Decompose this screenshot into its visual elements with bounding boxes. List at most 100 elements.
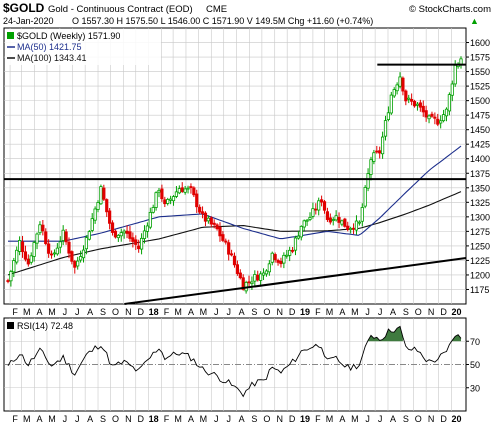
candle-down	[163, 199, 167, 205]
candle-down	[108, 210, 112, 224]
candle-up	[29, 255, 33, 263]
candle-up	[282, 254, 286, 264]
candle-down	[160, 188, 164, 200]
x-tick-label: M	[174, 307, 182, 317]
x-tick-label: S	[403, 414, 409, 424]
candle-down	[26, 258, 30, 265]
candle-up	[340, 220, 344, 225]
candle-down	[189, 186, 193, 188]
candle-up	[38, 224, 42, 234]
x-tick-label: M	[48, 307, 56, 317]
x-tick-label: J	[226, 414, 231, 424]
candle-up	[139, 237, 144, 250]
x-tick-label: J	[226, 307, 231, 317]
candle-up	[174, 191, 179, 197]
candle-up	[372, 152, 376, 162]
candle-down	[105, 199, 109, 213]
x-tick-label: N	[276, 414, 283, 424]
x-tick-label: F	[164, 414, 170, 424]
x-tick-label: S	[251, 414, 257, 424]
candle-down	[232, 255, 237, 266]
chart-symbol: $GOLD	[3, 1, 45, 15]
candle-up	[392, 89, 396, 97]
candle-down	[70, 251, 74, 262]
price-y-tick-label: 1525	[470, 82, 490, 92]
candle-down	[229, 253, 234, 256]
candle-down	[180, 187, 184, 192]
x-tick-label: J	[365, 414, 370, 424]
rsi-series	[7, 325, 462, 398]
candle-up	[441, 114, 446, 122]
candle-down	[314, 208, 318, 211]
x-tick-label: N	[276, 307, 283, 317]
candle-up	[93, 208, 97, 221]
candle-down	[320, 199, 324, 203]
price-y-tick-label: 1225	[470, 256, 490, 266]
candle-down	[412, 100, 417, 107]
candle-up	[311, 208, 315, 217]
x-tick-label: N	[428, 307, 435, 317]
candle-down	[134, 239, 138, 245]
price-legend: $GOLD (Weekly) 1571.90 MA(50) 1421.75 MA…	[5, 29, 161, 65]
candle-up	[171, 196, 176, 202]
candle-up	[253, 274, 257, 282]
candle-up	[459, 58, 463, 65]
price-y-tick-label: 1375	[470, 169, 490, 179]
candle-up	[386, 112, 391, 120]
candle-down	[195, 193, 199, 208]
x-tick-label: A	[188, 307, 194, 317]
candle-up	[122, 230, 126, 234]
price-y-tick-label: 1325	[470, 198, 490, 208]
candle-down	[41, 224, 45, 232]
x-tick-label: D	[440, 307, 447, 317]
x-tick-label: J	[75, 414, 80, 424]
x-tick-label: N	[125, 307, 132, 317]
candle-down	[23, 251, 28, 260]
candle-down	[418, 102, 422, 108]
candle-down	[221, 234, 225, 241]
x-tick-label: S	[100, 307, 106, 317]
candle-down	[6, 280, 10, 282]
candle-down	[224, 240, 228, 243]
candle-down	[322, 201, 327, 211]
x-tick-label: F	[12, 414, 18, 424]
legend-price: $GOLD (Weekly) 1571.90	[17, 31, 120, 41]
candle-down	[421, 105, 425, 113]
x-tick-label: N	[125, 414, 132, 424]
candle-up	[206, 217, 210, 222]
x-tick-label: D	[138, 307, 145, 317]
candle-up	[261, 272, 266, 276]
chart-source: © StockCharts.com	[409, 4, 491, 15]
x-tick-label: O	[415, 307, 422, 317]
candle-up	[9, 271, 13, 282]
x-tick-label: J	[378, 414, 383, 424]
candle-down	[375, 150, 379, 153]
candle-down	[113, 230, 118, 238]
candle-up	[267, 263, 271, 273]
candle-up	[293, 237, 298, 251]
candle-up	[151, 207, 155, 213]
candle-down	[337, 217, 341, 223]
candle-down	[279, 260, 283, 265]
x-tick-label: J	[63, 414, 68, 424]
legend-box	[5, 29, 161, 65]
candle-down	[235, 264, 240, 274]
candle-down	[343, 218, 347, 227]
x-tick-label: 19	[300, 307, 310, 317]
x-tick-label: M	[326, 414, 334, 424]
price-panel: 1175 1200 1225 1250 1275 1300 1325 1350 1375 1400…	[3, 27, 490, 305]
price-y-tick-label: 1500	[470, 96, 490, 106]
rsi-legend: RSI(14) 72.48	[17, 321, 73, 331]
candle-down	[137, 245, 141, 250]
candle-down	[102, 187, 106, 200]
candle-down	[125, 230, 129, 234]
candle-down	[430, 113, 434, 117]
candle-up	[76, 260, 80, 267]
x-tick-label: D	[440, 414, 447, 424]
x-tick-label: S	[403, 307, 409, 317]
candle-up	[427, 115, 431, 120]
x-tick-label: M	[174, 414, 182, 424]
x-tick-label: O	[112, 414, 119, 424]
x-tick-label: A	[188, 414, 194, 424]
candle-down	[198, 206, 202, 213]
